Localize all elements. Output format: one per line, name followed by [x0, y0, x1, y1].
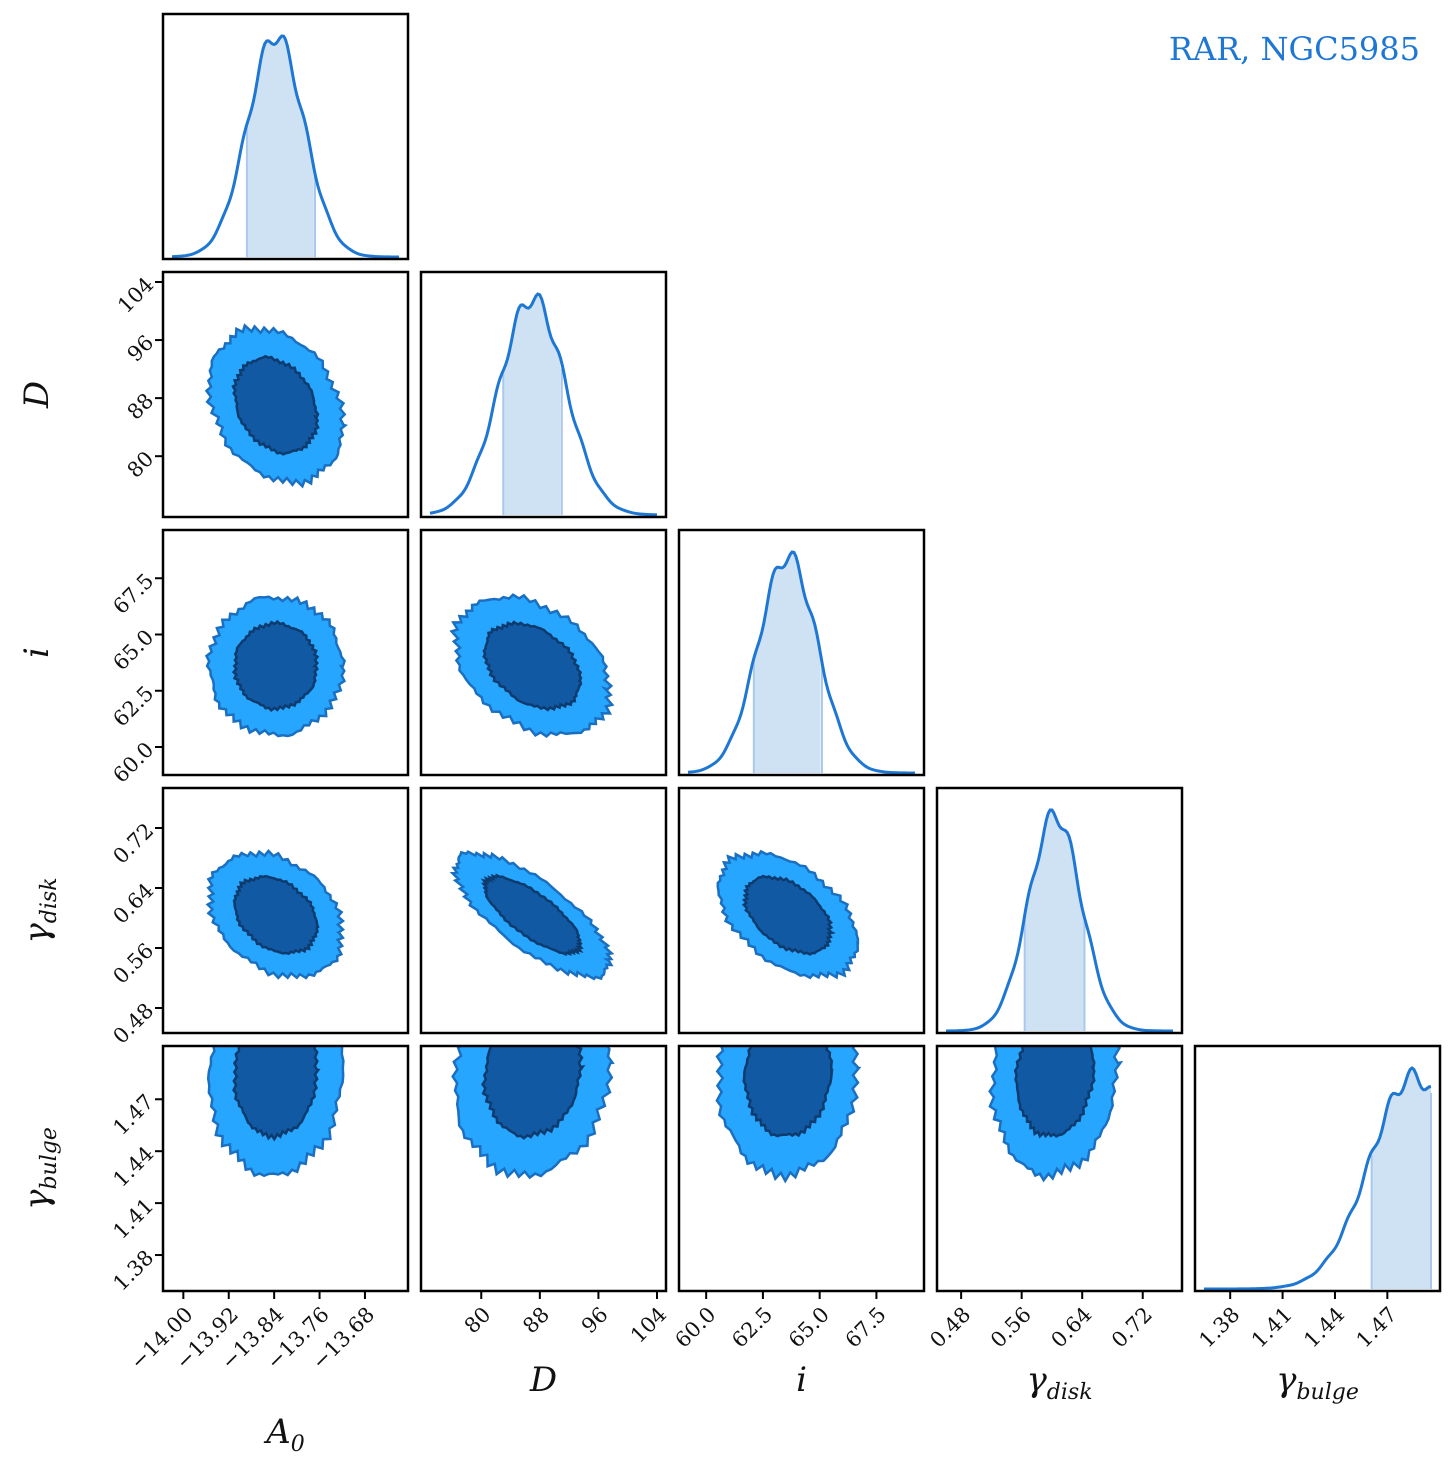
- xtick-label-gamma_disk-2: 0.64: [1046, 1302, 1096, 1352]
- ytick-label-D-2: 96: [123, 331, 159, 367]
- panel-diag-gamma_disk: [935, 786, 1184, 1035]
- contour-68-i-gamma_disk: [741, 874, 836, 956]
- panel-frame: [677, 528, 926, 777]
- yaxis-title-i: i: [17, 647, 57, 658]
- panel-frame: [161, 528, 410, 777]
- panel-frame: [1193, 1044, 1442, 1293]
- contour-68-A0-gamma_disk: [232, 874, 320, 955]
- xtick-label-gamma_disk-0: 0.48: [925, 1302, 975, 1352]
- marginal-curve-gamma_disk: [945, 808, 1174, 1033]
- xtick-label-i-3: 67.5: [841, 1302, 891, 1352]
- contour-68-A0-i: [231, 619, 320, 712]
- xtick-label-gamma_bulge-0: 1.38: [1194, 1302, 1244, 1352]
- panel-frame: [677, 786, 926, 1035]
- xaxis-title-i: i: [796, 1360, 807, 1400]
- credible-band-gamma_bulge: [1372, 1068, 1431, 1289]
- panel-D-vs-gamma_disk: [419, 786, 668, 1035]
- xtick-label-gamma_disk-3: 0.72: [1107, 1302, 1157, 1352]
- panel-i-vs-gamma_disk: [677, 786, 926, 1035]
- panel-D-vs-gamma_bulge: 80 88 96 104: [419, 1044, 671, 1348]
- contour-68-gamma_disk-gamma_bulge: [1013, 1046, 1096, 1139]
- panel-frame: [419, 270, 668, 519]
- contour-68-A0-D: [231, 354, 320, 456]
- contour-68-A0-gamma_bulge: [232, 1046, 321, 1142]
- panel-i-vs-gamma_bulge: 60.0 62.5 65.0 67.5: [670, 1044, 926, 1352]
- xtick-label-D-1: 88: [518, 1302, 554, 1338]
- marginal-curve-D: [429, 292, 658, 517]
- xtick-label-gamma_bulge-3: 1.47: [1352, 1302, 1402, 1352]
- ytick-label-i-1: 62.5: [108, 681, 158, 731]
- marginal-curve-gamma_bulge: [1203, 1066, 1432, 1291]
- panel-frame: [419, 786, 668, 1035]
- ytick-label-gamma_bulge-1: 1.41: [108, 1194, 158, 1244]
- yaxis-title-sub-gamma_bulge: bulge: [37, 1127, 62, 1189]
- credible-band-D: [503, 294, 561, 515]
- ytick-label-gamma_bulge-0: 1.38: [108, 1245, 158, 1295]
- xtick-label-i-2: 65.0: [784, 1302, 834, 1352]
- yaxis-title-sub-gamma_disk: disk: [37, 877, 62, 923]
- chart-title: RAR, NGC5985: [1169, 30, 1420, 68]
- ytick-label-gamma_disk-2: 0.64: [108, 878, 158, 928]
- ytick-label-i-2: 65.0: [108, 625, 158, 675]
- xaxis-title-gamma_disk: γdisk: [1026, 1360, 1092, 1405]
- credible-band-A0: [247, 36, 314, 257]
- panel-diag-A0: [161, 12, 410, 261]
- xtick-label-D-2: 96: [577, 1302, 613, 1338]
- xtick-label-i-0: 60.0: [670, 1302, 720, 1352]
- xaxis-title-D: D: [529, 1360, 557, 1400]
- ytick-label-gamma_bulge-3: 1.47: [108, 1090, 158, 1140]
- xtick-label-gamma_bulge-2: 1.44: [1299, 1302, 1349, 1352]
- panel-A0-vs-gamma_disk: 0.48 0.56 0.64 0.72: [108, 786, 410, 1048]
- xaxis-title-A0: A0: [263, 1412, 305, 1457]
- ytick-label-gamma_disk-3: 0.72: [108, 818, 158, 868]
- yaxis-title-gamma_disk: γdisk: [17, 877, 62, 943]
- panel-gamma_disk-vs-gamma_bulge: 0.48 0.56 0.64 0.72: [925, 1044, 1184, 1352]
- panel-frame: [935, 1044, 1184, 1293]
- panel-frame: [419, 1044, 668, 1293]
- xaxis-title-sub-gamma_disk: disk: [1047, 1380, 1093, 1405]
- panel-frame: [419, 528, 668, 777]
- ytick-label-D-1: 88: [123, 389, 159, 425]
- contour-68-D-gamma_bulge: [481, 1046, 586, 1140]
- xtick-label-D-0: 80: [460, 1302, 496, 1338]
- contour-68-D-gamma_disk: [480, 873, 584, 957]
- xtick-label-gamma_disk-1: 0.56: [986, 1302, 1036, 1352]
- panel-D-vs-i: [419, 528, 668, 777]
- yaxis-title-gamma_bulge: γbulge: [17, 1127, 62, 1210]
- panels-group: 80889610460.062.565.067.50.480.560.640.7…: [17, 12, 1442, 1457]
- ytick-label-i-3: 67.5: [108, 569, 158, 619]
- xaxis-title-sub-A0: 0: [291, 1432, 305, 1457]
- ytick-label-gamma_bulge-2: 1.44: [108, 1142, 158, 1192]
- panel-diag-i: [677, 528, 926, 777]
- ytick-label-D-0: 80: [123, 447, 159, 483]
- xtick-label-D-3: 104: [626, 1302, 671, 1347]
- ytick-label-gamma_disk-0: 0.48: [108, 998, 158, 1048]
- xtick-label-gamma_bulge-1: 1.41: [1247, 1302, 1297, 1352]
- ytick-label-D-3: 104: [113, 272, 158, 317]
- marginal-curve-A0: [171, 34, 400, 259]
- panel-diag-gamma_bulge: 1.38 1.41 1.44 1.47: [1193, 1044, 1442, 1352]
- panel-frame: [161, 270, 410, 519]
- xaxis-title-sub-gamma_bulge: bulge: [1296, 1380, 1358, 1405]
- credible-band-gamma_disk: [1025, 810, 1085, 1031]
- ytick-label-gamma_disk-1: 0.56: [108, 938, 158, 988]
- credible-band-i: [754, 552, 821, 773]
- panel-frame: [677, 1044, 926, 1293]
- ytick-label-i-0: 60.0: [108, 737, 158, 787]
- panel-frame: [935, 786, 1184, 1035]
- panel-A0-vs-gamma_bulge: 1.381.411.441.47−14.00−13.92−13.84−13.76…: [108, 1044, 410, 1374]
- xaxis-title-gamma_bulge: γbulge: [1276, 1360, 1359, 1405]
- contour-68-D-i: [482, 620, 583, 712]
- contour-68-i-gamma_bulge: [742, 1046, 834, 1138]
- xtick-label-i-1: 62.5: [727, 1302, 777, 1352]
- panel-frame: [161, 1044, 410, 1293]
- panel-frame: [161, 786, 410, 1035]
- panel-A0-vs-i: 60.0 62.5 65.0 67.5: [108, 528, 410, 787]
- yaxis-title-D: D: [17, 381, 57, 409]
- marginal-curve-i: [687, 550, 916, 775]
- panel-frame: [161, 12, 410, 261]
- panel-diag-D: [419, 270, 668, 519]
- panel-A0-vs-D: 80 88 96 104: [113, 270, 410, 519]
